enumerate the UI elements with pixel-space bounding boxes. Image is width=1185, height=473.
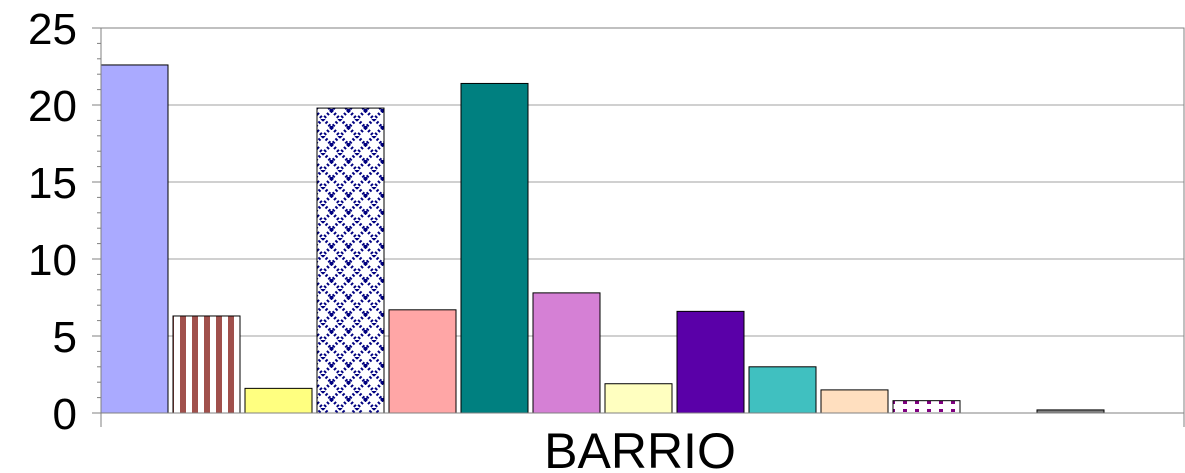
bar-6 [460, 82, 529, 414]
y-axis: 0 5 10 15 20 25 [28, 5, 1185, 439]
y-tick-label: 0 [53, 390, 77, 439]
bar-9 [676, 310, 745, 414]
bar-2 [172, 315, 241, 414]
bar-1 [100, 64, 169, 414]
y-tick-label: 15 [28, 159, 77, 208]
y-tick-label: 10 [28, 236, 77, 285]
bar-12 [892, 400, 961, 414]
y-tick-label: 25 [28, 5, 77, 54]
bars [100, 64, 1105, 414]
bar-4 [316, 107, 385, 414]
plot-area [100, 27, 1185, 414]
y-tick-label: 20 [28, 82, 77, 131]
bar-7 [532, 292, 601, 414]
bar-10 [748, 366, 817, 414]
bar-5 [388, 309, 457, 414]
y-tick-label: 5 [53, 313, 77, 362]
bar-11 [820, 389, 889, 414]
bar-3 [244, 387, 313, 414]
bar-8 [604, 383, 673, 414]
gridlines [101, 104, 1184, 337]
x-axis-label: BARRIO [544, 423, 736, 473]
